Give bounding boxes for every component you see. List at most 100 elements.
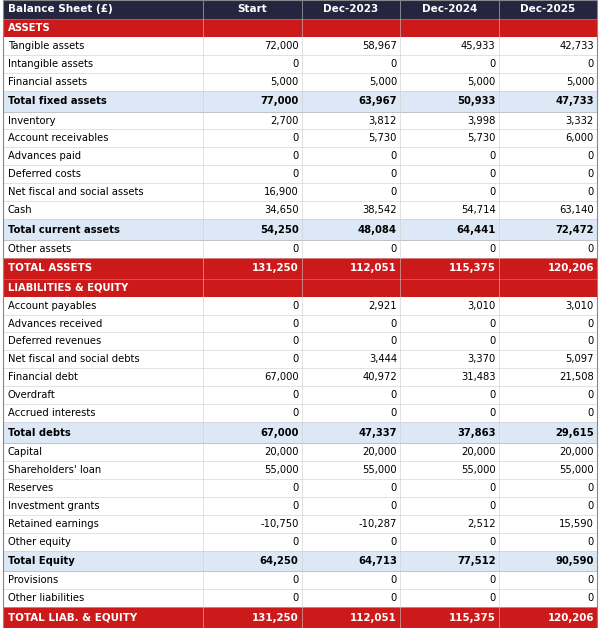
Bar	[3, 73, 597, 91]
Bar	[3, 350, 597, 369]
Bar	[3, 551, 597, 571]
Text: Financial debt: Financial debt	[8, 372, 78, 382]
Text: 29,615: 29,615	[555, 428, 594, 438]
Text: Other assets: Other assets	[8, 244, 71, 254]
Text: 3,812: 3,812	[368, 116, 397, 126]
Text: 0: 0	[292, 301, 299, 310]
Text: 64,441: 64,441	[456, 225, 496, 235]
Text: 120,206: 120,206	[548, 263, 594, 273]
Text: Financial assets: Financial assets	[8, 77, 87, 87]
Text: 67,000: 67,000	[260, 428, 299, 438]
Text: 38,542: 38,542	[362, 205, 397, 215]
Text: 0: 0	[391, 593, 397, 604]
Text: ASSETS: ASSETS	[8, 23, 51, 33]
Text: 0: 0	[292, 391, 299, 401]
Bar	[3, 19, 597, 37]
Text: 115,375: 115,375	[449, 263, 496, 273]
Text: 15,590: 15,590	[559, 519, 594, 529]
Text: Total fixed assets: Total fixed assets	[8, 96, 107, 106]
Text: 6,000: 6,000	[566, 134, 594, 143]
Text: 0: 0	[292, 318, 299, 328]
Text: 72,472: 72,472	[556, 225, 594, 235]
Text: Dec-2024: Dec-2024	[422, 4, 477, 14]
Text: 0: 0	[292, 593, 299, 604]
Bar	[3, 37, 597, 55]
Text: 0: 0	[292, 170, 299, 180]
Bar	[3, 332, 597, 350]
Text: 55,000: 55,000	[461, 465, 496, 475]
Text: Other liabilities: Other liabilities	[8, 593, 84, 604]
Text: 72,000: 72,000	[264, 41, 299, 51]
Text: 3,010: 3,010	[467, 301, 496, 310]
Text: 0: 0	[489, 501, 496, 511]
Text: 0: 0	[391, 391, 397, 401]
Text: 48,084: 48,084	[358, 225, 397, 235]
Text: 0: 0	[588, 575, 594, 585]
Text: 0: 0	[489, 244, 496, 254]
Text: 0: 0	[588, 593, 594, 604]
Text: Reserves: Reserves	[8, 483, 53, 493]
Text: 0: 0	[391, 318, 397, 328]
Text: 5,000: 5,000	[369, 77, 397, 87]
Text: 20,000: 20,000	[560, 447, 594, 457]
Text: 0: 0	[292, 575, 299, 585]
Text: 55,000: 55,000	[559, 465, 594, 475]
Text: 131,250: 131,250	[252, 613, 299, 623]
Text: -10,750: -10,750	[260, 519, 299, 529]
Text: TOTAL ASSETS: TOTAL ASSETS	[8, 263, 92, 273]
Text: 0: 0	[489, 483, 496, 493]
Text: 58,967: 58,967	[362, 41, 397, 51]
Text: Overdraft: Overdraft	[8, 391, 56, 401]
Text: 47,733: 47,733	[556, 96, 594, 106]
Text: 0: 0	[292, 59, 299, 69]
Text: Dec-2023: Dec-2023	[323, 4, 379, 14]
Text: 54,250: 54,250	[260, 225, 299, 235]
Text: 42,733: 42,733	[559, 41, 594, 51]
Text: 0: 0	[588, 501, 594, 511]
Text: 0: 0	[489, 318, 496, 328]
Text: 0: 0	[292, 354, 299, 364]
Text: TOTAL LIAB. & EQUITY: TOTAL LIAB. & EQUITY	[8, 613, 137, 623]
Text: 64,713: 64,713	[358, 556, 397, 566]
Text: Advances received: Advances received	[8, 318, 103, 328]
Text: 0: 0	[489, 408, 496, 418]
Text: 0: 0	[588, 244, 594, 254]
Text: Total debts: Total debts	[8, 428, 71, 438]
Text: 0: 0	[489, 187, 496, 197]
Bar	[3, 315, 597, 332]
Text: 0: 0	[588, 170, 594, 180]
Text: 20,000: 20,000	[264, 447, 299, 457]
Text: 0: 0	[588, 318, 594, 328]
Bar	[3, 129, 597, 148]
Text: 0: 0	[391, 59, 397, 69]
Text: 5,000: 5,000	[467, 77, 496, 87]
Text: LIABILITIES & EQUITY: LIABILITIES & EQUITY	[8, 283, 128, 293]
Text: 3,010: 3,010	[566, 301, 594, 310]
Text: 3,370: 3,370	[467, 354, 496, 364]
Text: 0: 0	[588, 483, 594, 493]
Text: 0: 0	[391, 151, 397, 161]
Text: 2,700: 2,700	[270, 116, 299, 126]
Text: 0: 0	[292, 483, 299, 493]
Text: Start: Start	[238, 4, 267, 14]
Text: 0: 0	[292, 537, 299, 547]
Bar	[3, 607, 597, 628]
Text: 0: 0	[588, 408, 594, 418]
Text: 34,650: 34,650	[264, 205, 299, 215]
Text: 115,375: 115,375	[449, 613, 496, 623]
Bar	[3, 515, 597, 533]
Text: 21,508: 21,508	[559, 372, 594, 382]
Text: 5,097: 5,097	[566, 354, 594, 364]
Bar	[3, 148, 597, 165]
Text: Balance Sheet (£): Balance Sheet (£)	[8, 4, 113, 14]
Text: 0: 0	[391, 537, 397, 547]
Text: Total current assets: Total current assets	[8, 225, 120, 235]
Text: Net fiscal and social debts: Net fiscal and social debts	[8, 354, 140, 364]
Text: 5,000: 5,000	[270, 77, 299, 87]
Text: 112,051: 112,051	[350, 263, 397, 273]
Text: 5,730: 5,730	[368, 134, 397, 143]
Text: Deferred costs: Deferred costs	[8, 170, 81, 180]
Text: 20,000: 20,000	[461, 447, 496, 457]
Bar	[3, 386, 597, 404]
Bar	[3, 91, 597, 112]
